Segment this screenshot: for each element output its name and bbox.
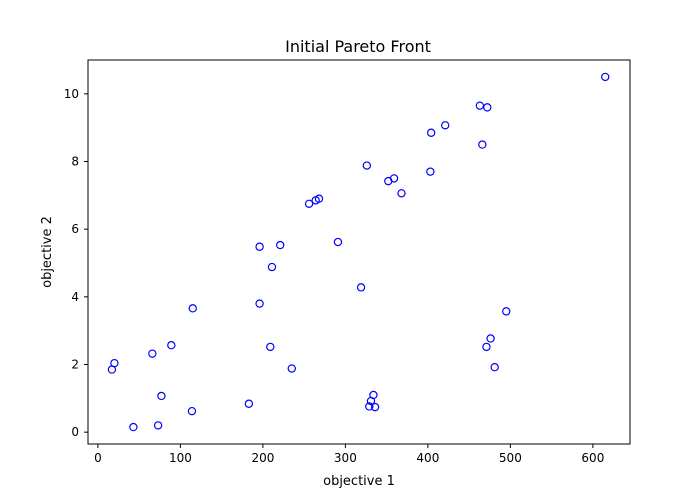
data-point bbox=[148, 349, 157, 358]
data-point bbox=[187, 406, 197, 416]
x-tick-label: 100 bbox=[169, 451, 192, 465]
y-tick-label: 2 bbox=[71, 357, 79, 371]
x-tick-label: 0 bbox=[94, 451, 102, 465]
data-point bbox=[441, 121, 450, 130]
data-point bbox=[287, 364, 296, 373]
y-tick-label: 4 bbox=[71, 290, 79, 304]
plot-area: 0 100 200 300 400 500 600 0 2 4 6 8 10 bbox=[64, 59, 631, 465]
data-point bbox=[333, 237, 343, 247]
data-point bbox=[482, 342, 491, 352]
data-point bbox=[188, 304, 197, 313]
y-tick-label: 6 bbox=[71, 222, 79, 236]
data-point bbox=[478, 140, 487, 149]
data-point bbox=[255, 242, 264, 251]
data-point bbox=[267, 262, 277, 272]
data-point bbox=[304, 199, 314, 208]
y-axis-ticks: 0 2 4 6 8 10 bbox=[64, 87, 88, 439]
data-point bbox=[244, 399, 254, 408]
x-axis-label: objective 1 bbox=[323, 474, 395, 489]
data-point bbox=[601, 72, 610, 82]
chart-title: Initial Pareto Front bbox=[285, 37, 431, 56]
data-point bbox=[311, 196, 320, 205]
data-point bbox=[276, 240, 285, 250]
y-axis-label: objective 2 bbox=[40, 216, 55, 288]
plot-frame bbox=[87, 59, 631, 445]
x-axis-ticks: 0 100 200 300 400 500 600 bbox=[94, 444, 604, 465]
data-point bbox=[365, 402, 374, 411]
data-point bbox=[255, 299, 264, 308]
data-point bbox=[486, 334, 495, 343]
x-tick-label: 500 bbox=[499, 451, 522, 465]
y-tick-label: 8 bbox=[71, 154, 79, 168]
data-point bbox=[362, 161, 372, 170]
x-tick-label: 400 bbox=[416, 451, 439, 465]
data-point bbox=[490, 363, 499, 372]
x-tick-label: 300 bbox=[334, 451, 357, 465]
data-point bbox=[129, 422, 138, 432]
data-point bbox=[153, 421, 163, 430]
data-points bbox=[107, 72, 610, 432]
data-point bbox=[426, 128, 436, 137]
data-point bbox=[366, 396, 376, 406]
data-point bbox=[483, 103, 492, 112]
data-point bbox=[370, 402, 380, 412]
y-tick-label: 10 bbox=[64, 87, 79, 101]
data-point bbox=[107, 365, 117, 374]
y-tick-label: 0 bbox=[71, 425, 79, 439]
data-point bbox=[266, 342, 275, 352]
data-point bbox=[167, 341, 176, 350]
data-point bbox=[384, 176, 393, 186]
data-point bbox=[502, 307, 511, 316]
x-tick-label: 600 bbox=[581, 451, 604, 465]
data-point bbox=[426, 167, 435, 176]
data-point bbox=[157, 391, 166, 401]
data-point bbox=[356, 283, 366, 292]
data-point bbox=[475, 101, 485, 110]
data-point bbox=[397, 189, 406, 198]
x-tick-label: 200 bbox=[251, 451, 274, 465]
